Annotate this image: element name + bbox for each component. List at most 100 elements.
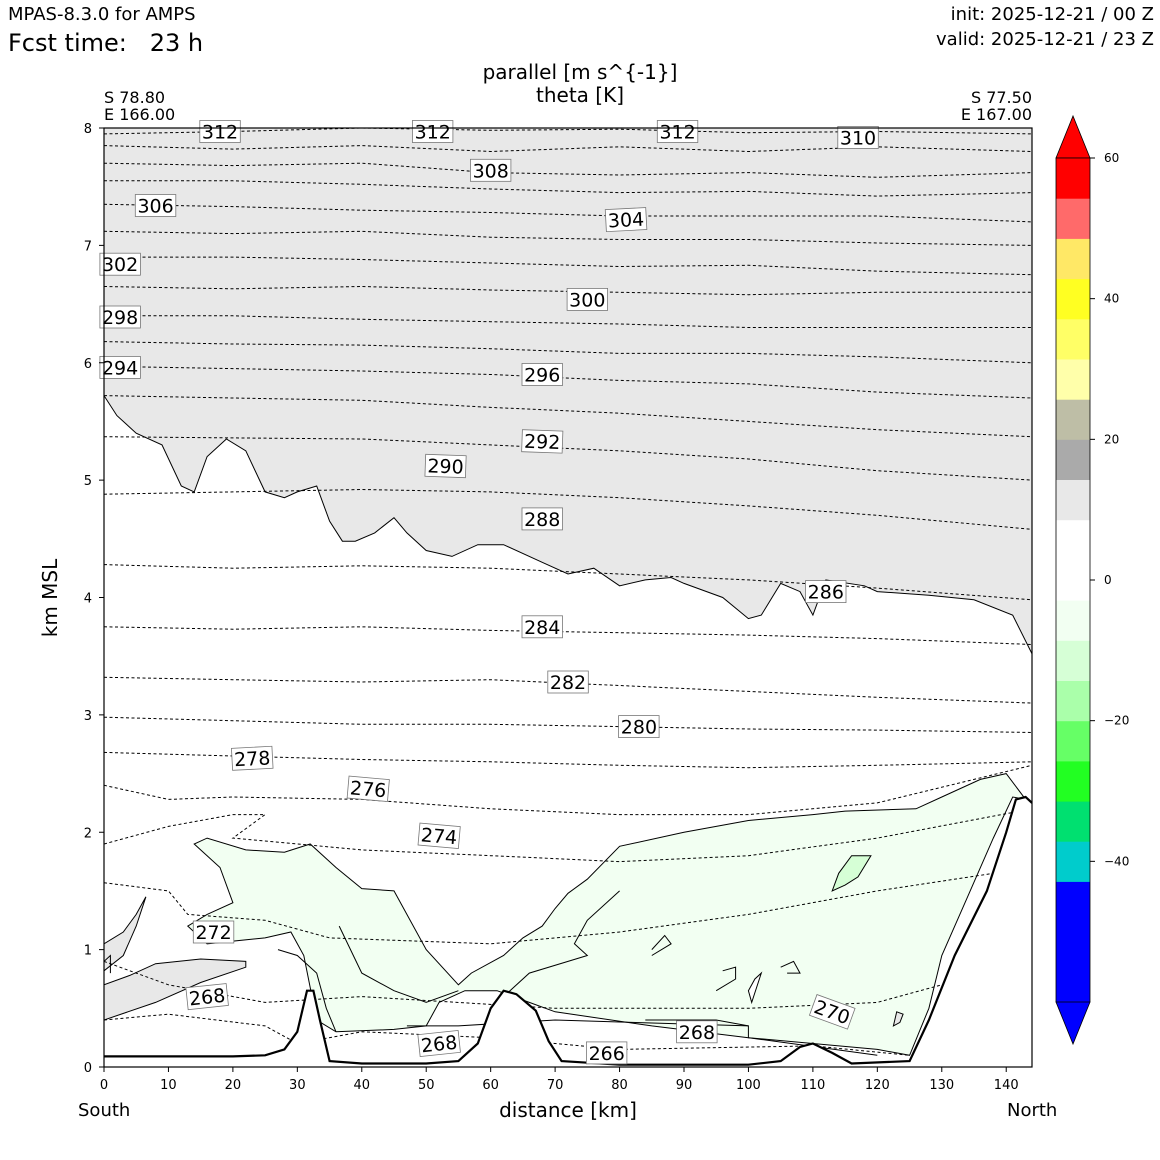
- theta-label: 278: [231, 745, 274, 771]
- theta-label-text: 280: [621, 717, 657, 739]
- theta-label-box: [566, 287, 608, 311]
- y-axis-ticks: 0 1 2 3 4 5 6 7 8: [84, 122, 104, 1076]
- x-axis-ticks: 0 10 20 30 40 50 60 70 80 90 100 110 120 130 140: [100, 1067, 1019, 1093]
- x-tick-label: 60: [482, 1078, 499, 1093]
- theta-label: 266: [586, 1041, 628, 1065]
- chart-subtitle: theta [K]: [536, 83, 624, 107]
- theta-label-text: 272: [195, 922, 231, 944]
- start-direction: South: [78, 1100, 131, 1121]
- theta-label-box: [521, 429, 564, 454]
- theta-label-text: 312: [659, 122, 695, 144]
- x-tick-label: 100: [736, 1078, 761, 1093]
- theta-label-text: 278: [234, 747, 271, 771]
- theta-label: 292: [521, 429, 564, 454]
- theta-label-box: [676, 1020, 718, 1044]
- theta-label-box: [417, 822, 461, 849]
- x-tick-label: 120: [865, 1078, 890, 1093]
- colorbar-segment: [1056, 801, 1090, 842]
- theta-label: 280: [618, 715, 660, 739]
- theta-label-text: 302: [102, 254, 138, 276]
- y-tick-label: 5: [84, 474, 92, 489]
- y-tick-label: 4: [84, 592, 92, 607]
- colorbar-segment: [1056, 519, 1090, 561]
- theta-label-text: 282: [550, 672, 586, 694]
- velocity-contour-line: [715, 966, 737, 992]
- terrain-profile: [104, 795, 1032, 1067]
- valid-time: valid: 2025-12-21 / 23 Z: [936, 29, 1154, 50]
- velocity-contour-line: [406, 1019, 878, 1056]
- velocity-filled-region: [747, 971, 763, 1005]
- theta-label-box: [424, 453, 467, 479]
- theta-label: 276: [346, 775, 390, 802]
- colorbar-extend-min: [1055, 1001, 1091, 1046]
- theta-label: 284: [521, 615, 563, 639]
- colorbar-segment: [1056, 399, 1090, 440]
- velocity-contour-line: [277, 949, 337, 1032]
- end-longitude: E 167.00: [960, 105, 1032, 124]
- theta-label: 286: [805, 580, 847, 604]
- theta-label-text: 306: [137, 196, 173, 218]
- init-time: init: 2025-12-21 / 00 Z: [950, 4, 1154, 25]
- theta-label-box: [231, 745, 274, 771]
- theta-label: 312: [411, 120, 454, 144]
- velocity-contour-lines: [104, 890, 878, 1056]
- x-tick-label: 70: [547, 1078, 564, 1093]
- theta-label-box: [134, 194, 177, 217]
- theta-label-box: [521, 363, 563, 386]
- start-longitude: E 166.00: [104, 105, 176, 124]
- theta-contour: [104, 162, 1032, 178]
- theta-label: 294: [99, 355, 141, 379]
- theta-contour: [104, 395, 1032, 438]
- theta-label: 306: [134, 194, 177, 218]
- colorbar-tick-label: 40: [1104, 292, 1119, 306]
- x-tick-label: 90: [676, 1078, 693, 1093]
- forecast-time: Fcst time: 23 h: [8, 29, 204, 57]
- y-tick-label: 7: [84, 239, 92, 254]
- theta-contour: [104, 128, 1032, 135]
- velocity-contour-line: [645, 1019, 749, 1027]
- velocity-filled-region: [892, 1011, 904, 1027]
- velocity-contour-line: [780, 960, 801, 974]
- terrain-mask: [104, 797, 1032, 1067]
- velocity-contour-line: [104, 954, 111, 974]
- theta-label-box: [521, 507, 563, 531]
- colorbar-tick-label: 60: [1104, 151, 1119, 165]
- theta-label-text: 300: [569, 289, 605, 311]
- colorbar-segment: [1056, 278, 1090, 320]
- x-tick-label: 40: [354, 1078, 371, 1093]
- theta-label: 300: [566, 287, 608, 311]
- theta-label-box: [99, 305, 141, 329]
- colorbar-tick-label: 20: [1104, 432, 1119, 446]
- colorbar-segment: [1056, 760, 1090, 802]
- theta-label-box: [417, 1029, 461, 1057]
- theta-label-box: [521, 615, 563, 639]
- theta-label: 302: [99, 252, 141, 276]
- theta-label-box: [618, 715, 660, 738]
- colorbar-segment: [1056, 439, 1090, 480]
- theta-label-text: 304: [607, 209, 644, 233]
- x-tick-label: 140: [994, 1078, 1019, 1093]
- theta-label-text: 310: [840, 127, 876, 149]
- colorbar-segment: [1056, 318, 1090, 360]
- colorbar-tick-label: −40: [1104, 854, 1129, 868]
- theta-contour: [104, 867, 1032, 945]
- theta-contour: [104, 488, 1032, 530]
- theta-label: 268: [417, 1029, 461, 1057]
- end-direction: North: [1007, 1100, 1058, 1121]
- theta-contour: [104, 716, 1032, 733]
- y-tick-label: 3: [84, 709, 92, 724]
- theta-contour: [104, 341, 1032, 364]
- theta-label-box: [805, 580, 847, 603]
- x-tick-label: 30: [289, 1078, 306, 1093]
- x-tick-label: 130: [929, 1078, 954, 1093]
- x-tick-label: 20: [225, 1078, 242, 1093]
- colorbar-segment: [1056, 720, 1090, 762]
- x-axis-label: distance [km]: [499, 1098, 637, 1122]
- theta-contour: [104, 764, 1032, 816]
- velocity-filled-region: [186, 773, 1027, 1056]
- theta-label: 304: [604, 207, 648, 233]
- x-tick-label: 0: [100, 1078, 108, 1093]
- start-latitude: S 78.80: [104, 88, 166, 107]
- colorbar: 60 40 20 0 −20 −40: [1055, 114, 1129, 1046]
